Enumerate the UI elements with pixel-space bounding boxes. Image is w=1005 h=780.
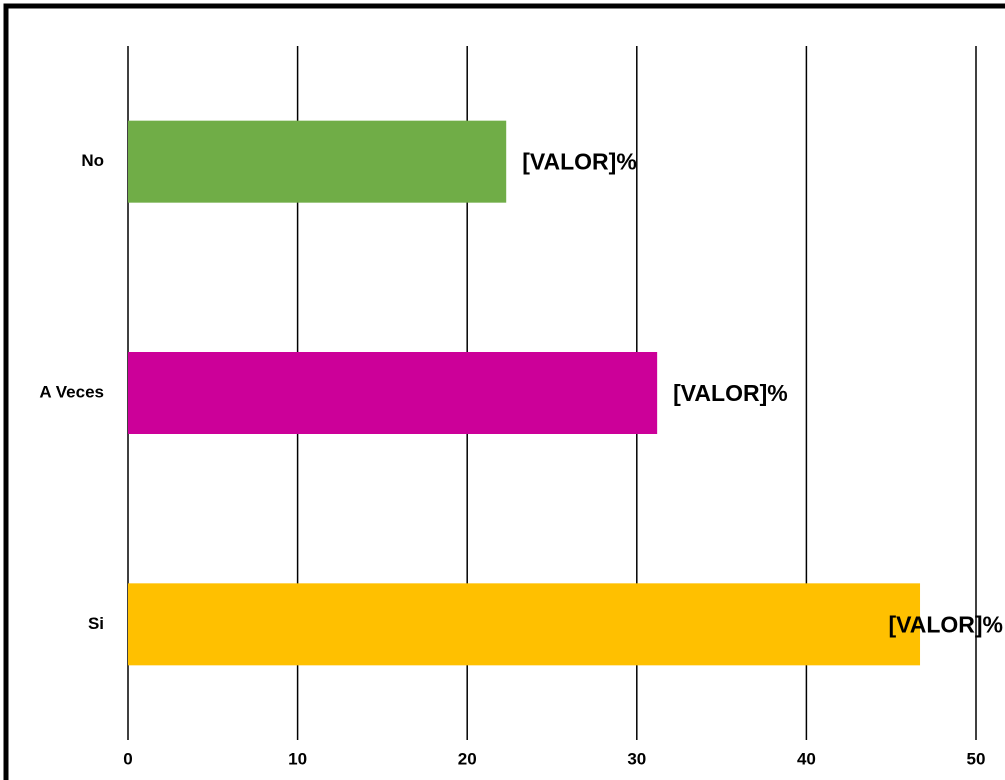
category-label-a-veces: A Veces xyxy=(39,382,104,401)
x-tick-label-30: 30 xyxy=(627,749,646,768)
x-tick-label-0: 0 xyxy=(123,749,132,768)
data-label-no: [VALOR]% xyxy=(522,149,637,175)
x-tick-label-40: 40 xyxy=(797,749,816,768)
bar-si xyxy=(128,583,921,666)
value-axis: 0 10 20 30 40 50 xyxy=(123,749,985,768)
category-label-si: Si xyxy=(88,614,104,633)
data-label-a-veces: [VALOR]% xyxy=(673,380,788,406)
category-axis: No A Veces Si xyxy=(39,151,104,633)
data-label-si: [VALOR]% xyxy=(888,611,1003,637)
bar-a-veces xyxy=(128,352,658,434)
x-tick-label-20: 20 xyxy=(458,749,477,768)
x-tick-label-50: 50 xyxy=(967,749,986,768)
category-label-no: No xyxy=(81,151,104,170)
data-labels: [VALOR]% [VALOR]% [VALOR]% xyxy=(522,149,1003,638)
bar-no xyxy=(128,120,507,203)
bars xyxy=(128,120,921,666)
x-tick-label-10: 10 xyxy=(288,749,307,768)
